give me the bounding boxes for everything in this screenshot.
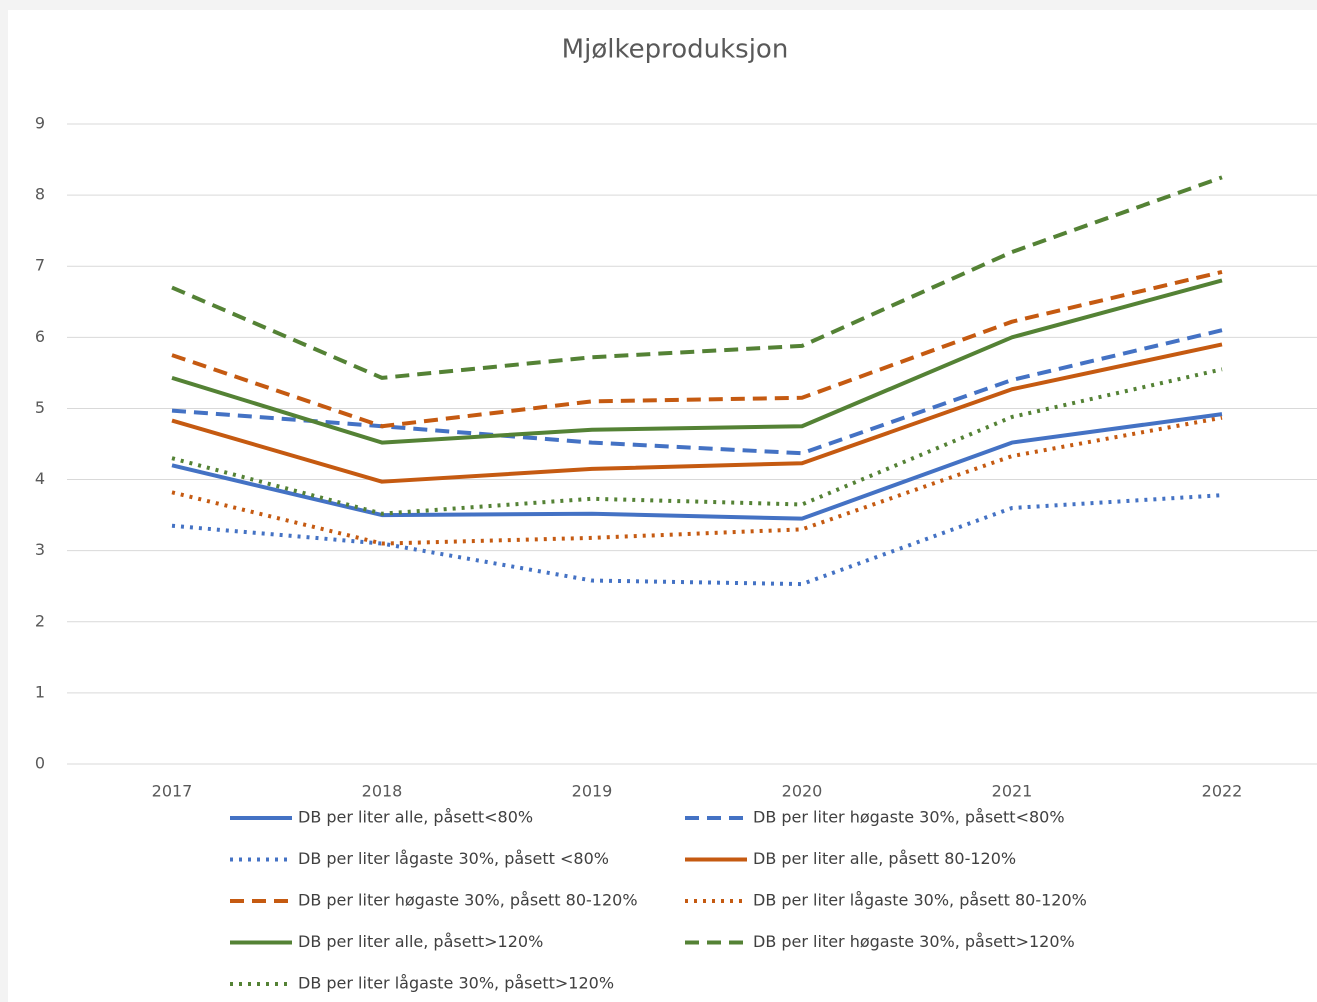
x-tick-label: 2022 [1202, 782, 1243, 801]
y-tick-label: 4 [35, 469, 45, 488]
y-tick-label: 9 [35, 114, 45, 133]
series-line [171, 493, 1223, 587]
x-tick-label: 2020 [782, 782, 823, 801]
series-line [171, 278, 1223, 445]
legend-label: DB per liter høgaste 30%, påsett 80-120% [298, 891, 638, 910]
y-tick-label: 1 [35, 682, 45, 701]
y-tick-label: 0 [35, 754, 45, 773]
legend-label: DB per liter alle, påsett<80% [298, 808, 533, 827]
series-line [171, 367, 1223, 516]
series-line [171, 342, 1223, 484]
chart-title: Mjølkeproduksjon [562, 35, 789, 65]
x-tick-label: 2019 [572, 782, 613, 801]
series-line [171, 415, 1223, 546]
x-tick-label: 2021 [992, 782, 1033, 801]
legend-label: DB per liter lågaste 30%, påsett>120% [298, 974, 614, 993]
legend-label: DB per liter alle, påsett 80-120% [753, 849, 1016, 868]
legend-label: DB per liter lågaste 30%, påsett 80-120% [753, 891, 1087, 910]
legend-label: DB per liter høgaste 30%, påsett>120% [753, 932, 1075, 951]
legend-label: DB per liter høgaste 30%, påsett<80% [753, 808, 1065, 827]
chart-area [8, 10, 1317, 1002]
legend-label: DB per liter lågaste 30%, påsett <80% [298, 849, 609, 868]
x-tick-label: 2018 [362, 782, 403, 801]
series-line [171, 269, 1223, 429]
series-line [171, 412, 1223, 521]
y-tick-label: 8 [35, 185, 45, 204]
y-tick-label: 3 [35, 540, 45, 559]
legend-label: DB per liter alle, påsett>120% [298, 932, 543, 951]
y-tick-label: 5 [35, 398, 45, 417]
y-tick-label: 7 [35, 256, 45, 275]
x-tick-label: 2017 [152, 782, 193, 801]
y-tick-label: 6 [35, 327, 45, 346]
y-tick-label: 2 [35, 611, 45, 630]
series-line [171, 328, 1223, 456]
